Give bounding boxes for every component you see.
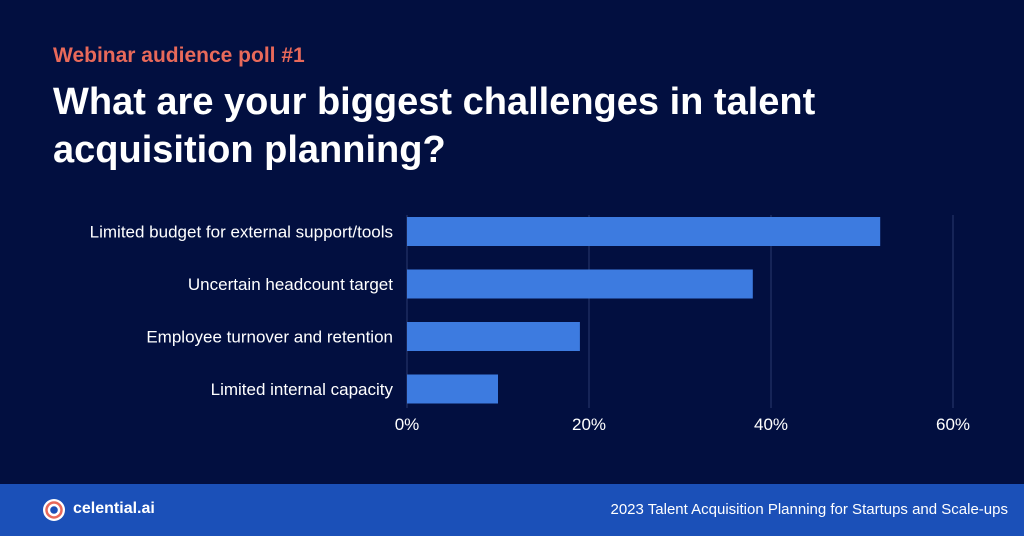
bar bbox=[407, 217, 881, 246]
poll-label: Webinar audience poll #1 bbox=[53, 44, 305, 67]
category-label: Limited budget for external support/tool… bbox=[90, 223, 393, 242]
brand-name: celential.ai bbox=[73, 500, 155, 517]
bars bbox=[407, 217, 881, 404]
footer-caption: 2023 Talent Acquisition Planning for Sta… bbox=[610, 501, 1009, 518]
page-title: What are your biggest challenges in tale… bbox=[53, 81, 816, 171]
bar bbox=[407, 269, 753, 299]
x-tick-label: 40% bbox=[754, 415, 788, 434]
category-label: Uncertain headcount target bbox=[188, 275, 393, 294]
x-tick-label: 0% bbox=[395, 415, 420, 434]
x-tick-label: 20% bbox=[572, 415, 606, 434]
celential-logo-icon bbox=[43, 499, 65, 521]
x-axis-ticks: 0% 20% 40% 60% bbox=[395, 415, 970, 434]
bar bbox=[407, 322, 580, 351]
bar bbox=[407, 374, 498, 404]
category-label: Employee turnover and retention bbox=[146, 328, 393, 347]
bar-chart: Limited budget for external support/tool… bbox=[90, 215, 970, 434]
category-labels: Limited budget for external support/tool… bbox=[90, 223, 394, 400]
footer-bar: celential.ai 2023 Talent Acquisition Pla… bbox=[0, 484, 1024, 536]
x-tick-label: 60% bbox=[936, 415, 970, 434]
category-label: Limited internal capacity bbox=[211, 380, 394, 399]
